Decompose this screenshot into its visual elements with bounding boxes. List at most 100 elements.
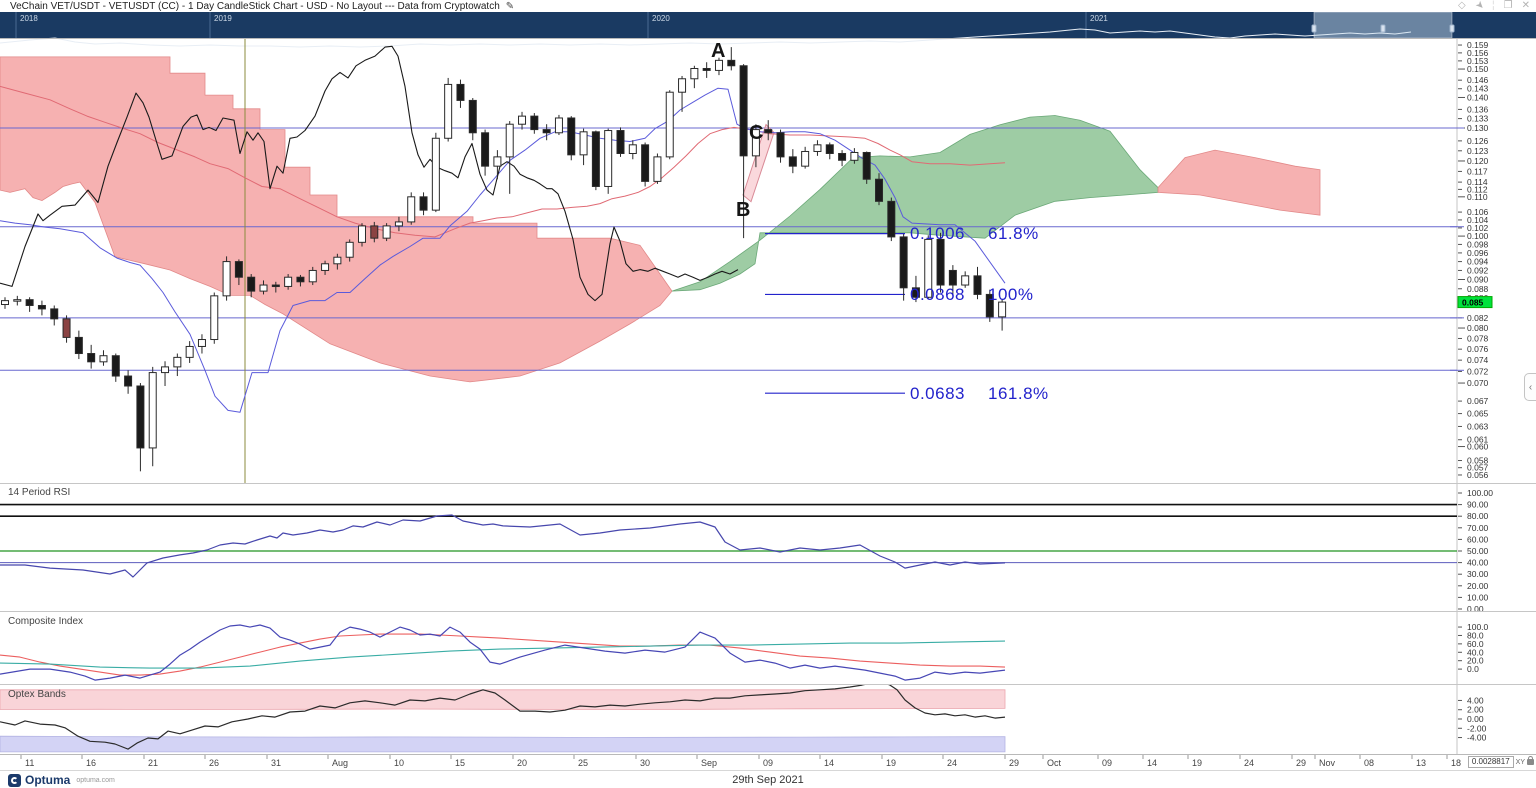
composite-tick-label: 40.0 <box>1467 647 1484 657</box>
annotation-letter-c[interactable]: C <box>749 122 764 144</box>
candle-body <box>678 78 687 93</box>
lock-icon[interactable] <box>1527 756 1534 765</box>
rsi-tick-label: 30.00 <box>1467 569 1489 579</box>
pin-icon[interactable]: ➤ <box>1472 0 1487 13</box>
price-pane <box>0 39 1457 483</box>
optuma-logo-icon[interactable] <box>8 773 21 787</box>
current-price-tag <box>1457 296 1493 309</box>
candle <box>579 128 588 166</box>
edit-pencil-icon[interactable]: ✎ <box>505 0 515 12</box>
price-tick-label: 0.088 <box>1467 284 1489 294</box>
candle <box>714 57 723 76</box>
date-tick-label: 16 <box>86 758 96 768</box>
optuma-site-link[interactable]: optuma.com <box>76 776 115 784</box>
price-tick-label: 0.094 <box>1467 257 1489 267</box>
fib-price-161[interactable]: 0.0683 <box>910 384 965 403</box>
candle-body <box>481 132 490 167</box>
date-tick-label: 29 <box>1296 758 1306 768</box>
restore-window-icon[interactable]: ❐ <box>1503 0 1513 11</box>
candle <box>50 305 59 326</box>
candle-body <box>604 130 613 187</box>
candle-body <box>234 261 243 278</box>
candle <box>542 124 551 141</box>
rsi-tick-label: 100.00 <box>1467 488 1493 498</box>
selection-handle[interactable] <box>1380 24 1386 33</box>
date-tick-label: 08 <box>1364 758 1374 768</box>
candle-body <box>825 144 834 154</box>
price-tick-label: 0.110 <box>1467 192 1488 202</box>
optex-tick-label: -2.00 <box>1467 723 1487 733</box>
candle-body <box>567 117 576 156</box>
candle <box>87 344 96 369</box>
candle <box>924 235 933 300</box>
date-tick-label: 19 <box>1192 758 1202 768</box>
date-tick-label: Aug <box>332 758 348 768</box>
candle-body <box>333 256 342 265</box>
close-window-icon[interactable]: ✕ <box>1521 0 1530 11</box>
chikou-span-line <box>0 45 739 302</box>
selection-handle[interactable] <box>1311 24 1317 33</box>
candle-body <box>776 132 785 158</box>
rsi-tick-label: 20.00 <box>1467 581 1489 591</box>
optex-tick-label: 0.00 <box>1467 714 1484 724</box>
candle <box>222 256 231 301</box>
candle <box>875 173 884 206</box>
date-tick-label: 15 <box>455 758 465 768</box>
annotation-letter-b[interactable]: B <box>736 199 751 221</box>
date-axis[interactable]: 11 16 21 26 31 Aug 10 15 20 25 30 Sep 09 14 19 24 29 Oct 0… <box>20 755 1461 768</box>
rsi-tick-label: 10.00 <box>1467 592 1489 602</box>
date-tick-label: 21 <box>148 758 158 768</box>
candle <box>308 266 317 286</box>
price-tick-label: 0.143 <box>1467 84 1489 94</box>
candle <box>99 350 108 366</box>
candle <box>284 274 293 290</box>
divider-icon: ¦ <box>1492 0 1495 11</box>
year-label: 2020 <box>652 14 670 23</box>
candle-body <box>210 295 219 341</box>
rsi-tick-label: 80.00 <box>1467 511 1489 521</box>
candle-body <box>998 301 1007 318</box>
optuma-logo-text[interactable]: Optuma <box>25 773 71 787</box>
candle-body <box>616 130 625 154</box>
fib-price-61[interactable]: 0.1006 <box>910 224 965 243</box>
candle-body <box>628 144 637 154</box>
candle <box>616 127 625 157</box>
selection-handle[interactable] <box>1449 24 1455 33</box>
candle <box>136 383 145 472</box>
candle <box>948 265 957 296</box>
candle-body <box>518 115 527 125</box>
candle <box>641 142 650 187</box>
candle <box>985 289 994 322</box>
price-tick-label: 0.114 <box>1467 177 1488 187</box>
price-tick-label: 0.106 <box>1467 207 1489 217</box>
candle-body <box>936 238 945 286</box>
price-tick-label: 0.123 <box>1467 146 1489 156</box>
price-tick-label: 0.057 <box>1467 463 1489 473</box>
fib-price-100[interactable]: 0.0868 <box>910 285 965 304</box>
annotation-letter-a[interactable]: A <box>711 40 726 62</box>
price-tick-label: 0.080 <box>1467 323 1489 333</box>
candle <box>911 275 920 303</box>
timeline-navigator[interactable]: 2018 2019 2020 2021 <box>0 11 1536 48</box>
candle-body <box>308 269 317 283</box>
date-tick-label: 11 <box>25 758 34 768</box>
candle-body <box>345 241 354 258</box>
candle <box>431 132 440 213</box>
rsi-tick-label: 40.00 <box>1467 558 1489 568</box>
price-tick-label: 0.117 <box>1467 166 1488 176</box>
axis-collapse-button[interactable]: ‹ <box>1524 373 1536 401</box>
layout-diamond-icon[interactable]: ◇ <box>1457 0 1466 11</box>
year-label: 2019 <box>214 14 232 23</box>
fib-pct-161[interactable]: 161.8% <box>988 384 1049 403</box>
candle-body <box>197 339 206 347</box>
date-tick-label: 09 <box>763 758 773 768</box>
fib-pct-61[interactable]: 61.8% <box>988 224 1039 243</box>
candle <box>173 353 182 377</box>
candle <box>788 149 797 174</box>
fib-pct-100[interactable]: 100% <box>988 285 1034 304</box>
price-tick-label: 0.082 <box>1467 313 1489 323</box>
ichimoku-cloud-bearish <box>0 56 673 383</box>
candles-group <box>1 47 1007 472</box>
